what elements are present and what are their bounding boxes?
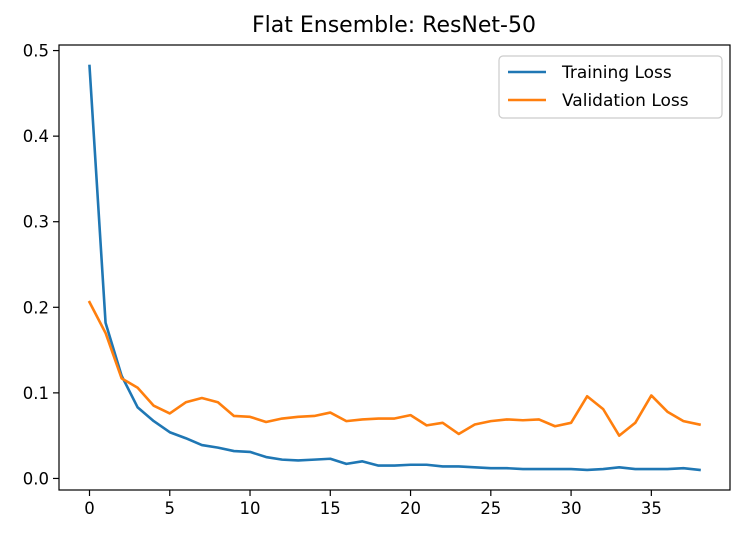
chart-title: Flat Ensemble: ResNet-50	[252, 13, 536, 38]
y-tick-label: 0.3	[23, 213, 49, 232]
plot-area	[58, 44, 731, 491]
legend-label-1: Validation Loss	[562, 91, 689, 111]
x-tick-label: 25	[480, 499, 501, 518]
y-axis: 0.0 0.1 0.2 0.3 0.4 0.5	[23, 42, 59, 488]
x-tick-label: 20	[400, 499, 421, 518]
y-tick-label: 0.0	[23, 469, 49, 488]
legend-label-0: Training Loss	[561, 63, 672, 83]
x-tick-label: 30	[561, 499, 582, 518]
x-tick-label: 10	[240, 499, 261, 518]
y-tick-label: 0.4	[23, 127, 49, 146]
series-line-0	[88, 64, 701, 472]
x-axis: 0 5 10 15 20 25 30 35	[84, 490, 662, 518]
x-tick-label: 0	[84, 499, 95, 518]
y-tick-label: 0.5	[23, 42, 49, 61]
series-line-1	[87, 300, 702, 437]
x-tick-label: 15	[320, 499, 341, 518]
x-tick-label: 5	[165, 499, 176, 518]
legend: Training Loss Validation Loss	[498, 55, 723, 119]
axes-frame	[58, 44, 731, 491]
legend-box	[498, 55, 723, 119]
x-tick-label: 35	[641, 499, 662, 518]
y-tick-label: 0.1	[23, 384, 49, 403]
y-tick-label: 0.2	[23, 298, 49, 317]
